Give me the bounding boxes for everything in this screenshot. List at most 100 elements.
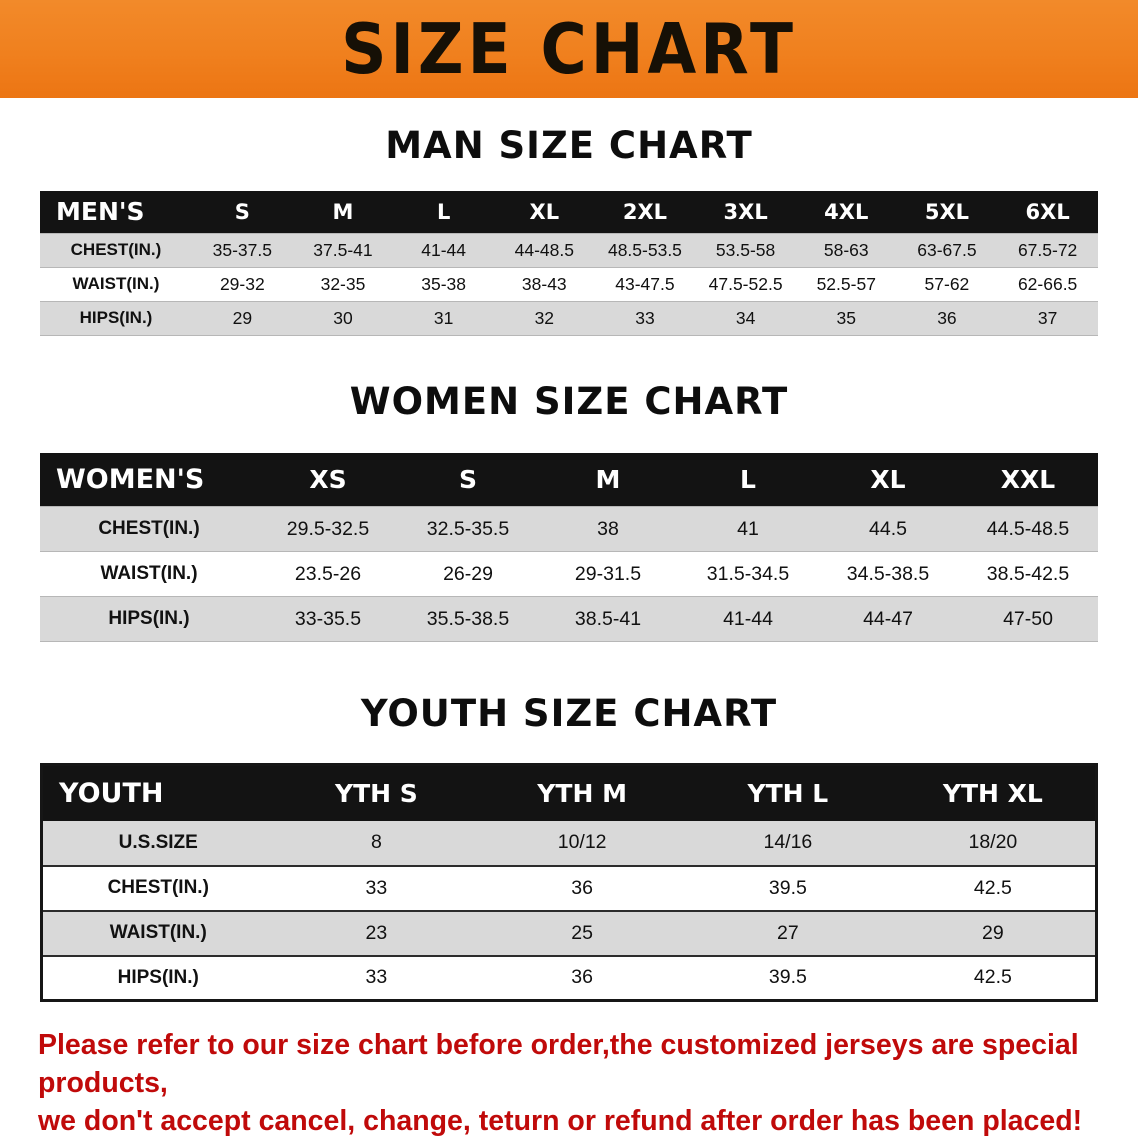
size-column-header: 5XL	[896, 191, 998, 233]
size-column-header: 2XL	[594, 191, 696, 233]
size-value-cell: 35.5-38.5	[426, 607, 510, 630]
table-title-cell: YOUTH	[41, 764, 274, 821]
size-value-cell: 31	[433, 307, 454, 328]
size-value-cell: 62-66.5	[1017, 273, 1078, 294]
row-label: HIPS(IN.)	[117, 966, 199, 988]
table-header-row: MEN'S S M L XL 2XL 3XL 4XL 5XL 6XL	[40, 191, 1098, 233]
size-value-cell: 32-35	[320, 273, 366, 294]
size-value-cell: 38.5-41	[574, 607, 642, 630]
size-value-cell: 33	[365, 876, 388, 899]
size-value-cell: 33-35.5	[294, 607, 362, 630]
row-label: WAIST(IN.)	[109, 922, 207, 943]
size-value-cell: 44.5	[869, 517, 907, 540]
size-value-cell: 38.5-42.5	[986, 562, 1070, 585]
size-value-cell: 30	[333, 307, 353, 328]
youth-section-heading: YOUTH SIZE CHART	[360, 692, 778, 735]
size-value-cell: 44-48.5	[514, 239, 574, 260]
size-value-cell: 25	[571, 921, 593, 944]
size-column-header: M	[538, 452, 678, 507]
size-value-cell: 36	[571, 876, 593, 899]
size-value-cell: 34	[735, 307, 756, 328]
size-column-header: S	[192, 191, 293, 233]
size-value-cell: 18/20	[968, 831, 1018, 853]
row-label: CHEST(IN.)	[98, 518, 200, 539]
size-value-cell: 52.5-57	[816, 273, 876, 294]
table-row: CHEST(IN.) 29.5-32.5 32.5-35.5 38 41 44.5 44.5…	[40, 506, 1098, 552]
size-value-cell: 47-50	[1003, 607, 1053, 630]
size-column-header: XL	[818, 452, 958, 507]
size-value-cell: 42.5	[973, 876, 1012, 899]
size-column-header: XXL	[958, 452, 1098, 507]
size-value-cell: 44.5-48.5	[986, 517, 1070, 540]
table-row: HIPS(IN.) 33-35.5 35.5-38.5 38.5-41 41-44 44-…	[40, 596, 1098, 642]
women-section-heading: WOMEN SIZE CHART	[349, 379, 789, 423]
size-value-cell: 57-62	[924, 273, 970, 294]
size-column-header: M	[292, 191, 394, 233]
size-column-header: 3XL	[695, 191, 796, 233]
table-row: CHEST(IN.) 33 36 39.5 42.5	[41, 866, 1097, 911]
size-column-header: 6XL	[997, 191, 1098, 233]
order-notice: Please refer to our size chart before or…	[38, 1026, 1100, 1141]
table-title-cell: WOMEN'S	[40, 452, 258, 507]
size-value-cell: 31.5-34.5	[706, 562, 790, 585]
table-row: WAIST(IN.) 29-32 32-35 35-38 38-43 43-47.5 47.…	[40, 267, 1098, 301]
table-title-cell: MEN'S	[40, 191, 192, 233]
size-value-cell: 29	[232, 307, 253, 328]
size-value-cell: 23	[365, 921, 388, 944]
row-label: WAIST(IN.)	[100, 563, 198, 584]
size-column-header: L	[393, 191, 494, 233]
size-value-cell: 23.5-26	[294, 562, 362, 585]
row-label: HIPS(IN.)	[108, 608, 190, 629]
size-column-header: L	[678, 452, 818, 507]
size-value-cell: 10/12	[557, 831, 607, 853]
table-row: WAIST(IN.) 23 25 27 29	[41, 910, 1097, 956]
size-value-cell: 42.5	[973, 966, 1012, 989]
size-value-cell: 29	[982, 921, 1004, 944]
row-label: CHEST(IN.)	[70, 240, 162, 259]
women-size-table: WOMEN'S XS S M L XL XXL CHEST(IN.) 29.5-32.5 32.5…	[40, 452, 1098, 643]
size-value-cell: 35	[836, 307, 856, 328]
size-column-header: YTH XL	[890, 764, 1097, 821]
notice-line-2: we don't accept cancel, change, teturn o…	[38, 1105, 1083, 1138]
table-row: HIPS(IN.) 29 30 31 32 33 34 35 36 37	[40, 301, 1098, 335]
men-section-heading: MAN SIZE CHART	[385, 124, 753, 167]
size-value-cell: 47.5-52.5	[708, 273, 783, 294]
men-section: MAN SIZE CHART MEN'S S M L XL 2XL 3XL 4XL 5XL 6XL…	[0, 124, 1138, 336]
size-column-header: YTH M	[479, 764, 685, 821]
size-value-cell: 38-43	[521, 273, 567, 294]
size-value-cell: 33	[365, 966, 388, 989]
size-column-header: 4XL	[795, 191, 897, 233]
youth-size-table: YOUTH YTH S YTH M YTH L YTH XL U.S.SIZE 8 10/12…	[40, 763, 1098, 1002]
size-value-cell: 41-44	[421, 239, 467, 260]
size-value-cell: 39.5	[768, 876, 807, 899]
youth-section: YOUTH SIZE CHART YOUTH YTH S YTH M YTH L YTH…	[0, 692, 1138, 1002]
size-column-header: XS	[258, 452, 398, 507]
row-label: HIPS(IN.)	[79, 308, 153, 327]
size-value-cell: 41	[737, 517, 759, 540]
size-value-cell: 41-44	[723, 607, 773, 630]
size-value-cell: 8	[370, 831, 382, 853]
notice-line-1: Please refer to our size chart before or…	[38, 1029, 1079, 1100]
size-column-header: XL	[493, 191, 595, 233]
banner: SIZE CHART	[0, 0, 1138, 98]
size-value-cell: 43-47.5	[615, 273, 675, 294]
row-label: CHEST(IN.)	[107, 877, 209, 898]
size-value-cell: 44-47	[863, 607, 913, 630]
size-value-cell: 26-29	[443, 562, 493, 585]
size-value-cell: 29-32	[219, 273, 265, 294]
size-value-cell: 32.5-35.5	[426, 517, 510, 540]
men-size-table: MEN'S S M L XL 2XL 3XL 4XL 5XL 6XL CHEST(IN.) 35-37…	[40, 191, 1098, 336]
women-section: WOMEN SIZE CHART WOMEN'S XS S M L XL XXL CHEST(…	[0, 380, 1138, 643]
size-value-cell: 29.5-32.5	[286, 517, 370, 540]
size-value-cell: 37.5-41	[313, 239, 373, 260]
table-row: CHEST(IN.) 35-37.5 37.5-41 41-44 44-48.5 48.5…	[40, 233, 1098, 267]
size-value-cell: 29-31.5	[574, 562, 642, 585]
size-value-cell: 35-37.5	[212, 239, 272, 260]
size-value-cell: 37	[1037, 307, 1058, 328]
size-value-cell: 14/16	[763, 831, 813, 853]
table-row: HIPS(IN.) 33 36 39.5 42.5	[42, 956, 1097, 1001]
size-value-cell: 27	[777, 921, 799, 944]
page-title: SIZE CHART	[341, 8, 797, 90]
row-label: WAIST(IN.)	[72, 274, 160, 293]
